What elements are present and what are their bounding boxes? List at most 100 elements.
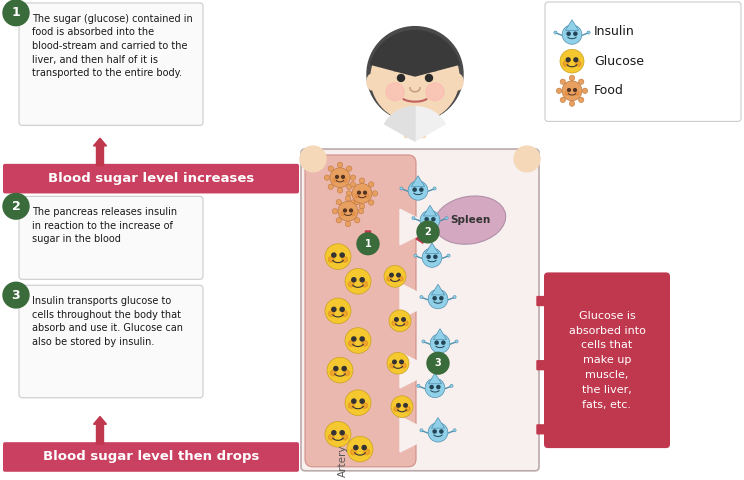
Circle shape [576,61,581,66]
Circle shape [345,328,371,353]
Polygon shape [411,176,425,186]
Circle shape [348,281,354,287]
Circle shape [569,101,574,106]
Circle shape [336,200,341,205]
Circle shape [360,399,365,403]
Circle shape [445,216,448,220]
Text: Glucose is
absorbed into
cells that
make up
muscle,
the liver,
fats, etc.: Glucose is absorbed into cells that make… [568,311,646,409]
Circle shape [328,166,333,171]
Circle shape [347,166,352,171]
Circle shape [337,188,343,193]
Text: 3: 3 [12,288,20,301]
Circle shape [426,83,444,101]
Circle shape [345,221,350,227]
Text: Insulin transports glucose to
cells throughout the body that
absorb and use it. : Insulin transports glucose to cells thro… [32,296,183,347]
Circle shape [404,404,407,407]
Circle shape [447,254,450,257]
Circle shape [355,194,359,198]
FancyArrow shape [416,234,430,243]
Circle shape [330,370,336,376]
Circle shape [403,321,408,325]
Circle shape [384,265,406,287]
FancyBboxPatch shape [3,442,299,472]
Circle shape [425,378,445,397]
Circle shape [337,162,343,168]
Circle shape [352,399,356,403]
Ellipse shape [367,74,377,90]
FancyBboxPatch shape [3,164,299,193]
Circle shape [328,434,334,440]
Circle shape [342,367,346,371]
Circle shape [575,91,579,95]
Circle shape [430,334,450,353]
Circle shape [352,183,372,204]
Circle shape [514,146,540,172]
Text: Spleen: Spleen [450,215,490,225]
Circle shape [574,58,578,61]
Polygon shape [432,284,445,295]
FancyBboxPatch shape [544,273,670,448]
Circle shape [389,310,411,332]
Circle shape [437,385,440,389]
Circle shape [340,307,344,312]
Circle shape [391,396,413,418]
Circle shape [395,318,398,321]
Circle shape [340,253,344,257]
Circle shape [433,430,436,433]
Circle shape [413,188,416,191]
Circle shape [342,434,347,440]
Circle shape [426,74,432,82]
Text: Blood sugar level increases: Blood sugar level increases [48,172,254,185]
Circle shape [328,311,334,316]
Circle shape [432,218,435,221]
Circle shape [364,449,370,455]
Text: 1: 1 [12,6,20,19]
Text: 2: 2 [12,200,20,213]
Polygon shape [565,20,579,30]
Circle shape [400,360,403,364]
Circle shape [427,352,449,374]
Circle shape [428,422,448,442]
Circle shape [368,182,374,187]
Circle shape [344,209,347,212]
Circle shape [567,32,570,35]
Polygon shape [400,352,435,388]
Circle shape [387,276,391,281]
Circle shape [398,276,403,281]
Circle shape [433,297,436,300]
Circle shape [345,268,371,294]
Circle shape [566,58,570,61]
Circle shape [328,257,334,262]
Circle shape [440,430,443,433]
Circle shape [442,341,445,344]
Circle shape [568,89,571,91]
Circle shape [330,168,350,188]
Circle shape [332,307,336,312]
Circle shape [345,390,371,416]
Circle shape [433,187,436,190]
Text: 2: 2 [425,227,432,237]
Circle shape [563,61,568,66]
Circle shape [354,200,360,205]
Circle shape [420,429,423,432]
Circle shape [350,200,356,205]
Circle shape [450,384,453,387]
Text: 3: 3 [434,358,441,368]
Circle shape [333,178,337,182]
Text: Blood sugar level then drops: Blood sugar level then drops [43,451,259,464]
Circle shape [350,175,356,180]
Circle shape [333,208,338,214]
Circle shape [324,175,330,180]
Circle shape [340,431,344,435]
Circle shape [359,208,364,214]
Circle shape [435,341,438,344]
Circle shape [422,340,425,343]
Circle shape [417,384,420,387]
Circle shape [360,278,365,282]
Text: Artery: Artery [338,444,348,477]
FancyBboxPatch shape [19,3,203,125]
Circle shape [354,217,360,223]
Circle shape [562,81,582,101]
Circle shape [341,176,344,178]
Circle shape [360,337,365,341]
